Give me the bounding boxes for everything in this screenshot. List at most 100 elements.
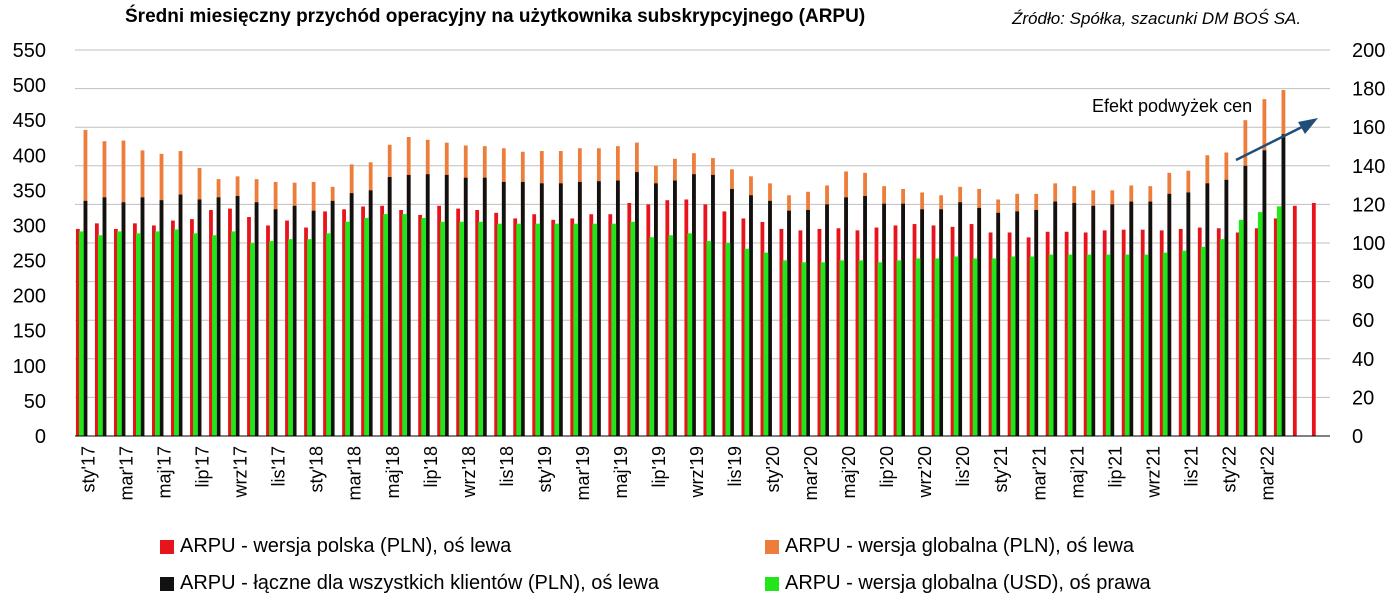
bar-globalna-usd: [630, 221, 636, 436]
bar-laczne-pln: [349, 193, 354, 436]
bar-laczne-pln: [787, 210, 791, 436]
x-tick-label: lip'20: [877, 446, 897, 487]
bar-globalna-usd: [1143, 254, 1149, 436]
y-left-tick-label: 300: [13, 215, 46, 237]
bar-globalna-usd: [706, 241, 712, 436]
bar-globalna-usd: [915, 258, 921, 436]
bar-laczne-pln: [330, 200, 335, 436]
bar-polska-pln: [228, 208, 232, 436]
bar-globalna-usd: [516, 223, 522, 436]
bar-polska-pln: [380, 205, 384, 436]
bar-polska-pln: [893, 225, 898, 436]
bar-laczne-pln: [882, 203, 886, 436]
bar-globalna-usd: [877, 262, 883, 436]
legend-swatch-orange: [765, 539, 779, 554]
y-right-tick-label: 120: [1352, 194, 1385, 216]
legend-swatch-red: [160, 539, 174, 554]
bar-polska-pln: [874, 227, 879, 436]
bar-polska-pln: [399, 210, 404, 436]
bar-laczne-pln: [197, 199, 202, 436]
bar-polska-pln: [1254, 228, 1259, 436]
annotation-arrowhead: [1298, 118, 1318, 134]
legend-label: ARPU - łączne dla wszystkich klientów (P…: [180, 572, 660, 594]
bar-globalna-usd: [155, 231, 160, 436]
annotation: Efekt podwyżek cen: [1092, 96, 1318, 162]
y-left-tick-label: 400: [13, 145, 46, 167]
bar-polska-pln: [113, 228, 118, 436]
bar-laczne-pln: [216, 197, 221, 436]
bar-polska-pln: [304, 227, 308, 436]
bar-globalna-usd: [991, 258, 997, 436]
chart-source: Źródło: Spółka, szacunki DM BOŚ SA.: [1012, 9, 1302, 28]
bar-globalna-usd: [953, 256, 959, 436]
bar-polska-pln: [798, 230, 803, 436]
bar-globalna-usd: [858, 260, 864, 436]
bar-globalna-usd: [1219, 239, 1225, 436]
bar-laczne-pln: [939, 209, 944, 436]
x-tick-label: sty'19: [535, 446, 555, 492]
bar-laczne-pln: [692, 174, 696, 436]
bar-globalna-usd: [307, 239, 312, 436]
bar-polska-pln: [1197, 227, 1202, 436]
bar-laczne-pln: [1091, 205, 1096, 436]
bar-laczne-pln: [615, 180, 620, 436]
bar-polska-pln: [1121, 229, 1126, 436]
bar-globalna-usd: [896, 260, 902, 436]
bar-polska-pln: [608, 214, 613, 436]
bar-laczne-pln: [920, 209, 925, 436]
bar-laczne-pln: [425, 174, 430, 436]
y-left-tick-label: 100: [13, 356, 46, 378]
annotation-arrow: [1235, 120, 1313, 162]
bar-laczne-pln: [996, 212, 1001, 436]
x-tick-label: wrz'19: [687, 446, 707, 498]
legend-label: ARPU - wersja globalna (USD), oś prawa: [785, 572, 1151, 594]
bar-laczne-pln: [1148, 201, 1153, 436]
bar-polska-pln: [1140, 229, 1145, 436]
bar-polska-pln: [969, 224, 974, 436]
bar-globalna-usd: [934, 258, 940, 436]
bar-globalna-usd: [78, 231, 84, 436]
chart-title: Średni miesięczny przychód operacyjny na…: [125, 6, 866, 27]
bar-laczne-pln: [844, 197, 848, 436]
gridlines: [75, 49, 1330, 398]
bar-polska-pln: [266, 225, 270, 436]
bar-polska-pln: [1007, 232, 1012, 436]
x-tick-label: maj'20: [839, 446, 859, 498]
x-tick-label: sty'21: [991, 446, 1011, 492]
bar-globalna-usd: [592, 223, 598, 436]
x-tick-label: maj'17: [155, 446, 175, 498]
x-tick-label: sty'22: [1219, 446, 1239, 492]
x-tick-label: maj'19: [611, 446, 631, 498]
bar-laczne-pln: [387, 177, 392, 436]
bar-globalna-usd: [459, 221, 465, 436]
y-right-tick-label: 40: [1352, 349, 1374, 371]
bar-globalna-usd: [744, 248, 750, 436]
bar-laczne-pln: [1186, 192, 1191, 436]
bar-laczne-pln: [1053, 201, 1058, 436]
y-left-tick-label: 50: [24, 391, 46, 413]
bar-globalna-usd: [364, 217, 369, 436]
bar-laczne-pln: [1262, 150, 1267, 437]
bar-polska-pln: [589, 214, 594, 436]
bar-laczne-pln: [577, 181, 582, 436]
bar-globalna-usd: [763, 252, 769, 436]
bar-laczne-pln: [749, 195, 753, 436]
bar-laczne-pln: [596, 181, 601, 436]
bar-globalna-usd: [1238, 219, 1244, 436]
bar-globalna-usd: [1124, 254, 1130, 436]
bar-laczne-pln: [501, 181, 506, 436]
bar-globalna-usd: [801, 262, 807, 436]
bar-globalna-usd: [345, 221, 350, 436]
x-tick-label: sty'17: [79, 446, 99, 492]
bar-laczne-pln: [863, 195, 867, 436]
bar-laczne-pln: [1167, 193, 1172, 436]
bar-polska-pln: [323, 211, 327, 436]
axes: 0 50 100 150 200 250 300 350 400 450 500 550 0 20 40 60…: [13, 40, 1386, 500]
bar-polska-pln: [75, 228, 80, 436]
bar-polska-pln: [722, 211, 727, 436]
bar-laczne-pln: [1205, 183, 1210, 436]
bar-polska-pln: [570, 218, 575, 436]
bar-polska-pln: [1235, 232, 1240, 436]
bar-globalna-usd: [725, 243, 731, 436]
